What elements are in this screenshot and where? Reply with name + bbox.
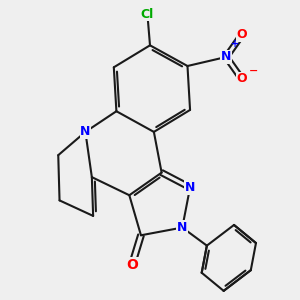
Text: O: O	[236, 28, 247, 41]
Text: N: N	[185, 181, 195, 194]
Text: O: O	[126, 258, 138, 272]
Text: −: −	[249, 66, 258, 76]
Text: +: +	[231, 39, 239, 49]
Text: N: N	[177, 221, 188, 234]
Text: Cl: Cl	[141, 8, 154, 21]
Text: N: N	[80, 125, 91, 138]
Text: O: O	[236, 72, 247, 86]
Text: N: N	[221, 50, 231, 64]
